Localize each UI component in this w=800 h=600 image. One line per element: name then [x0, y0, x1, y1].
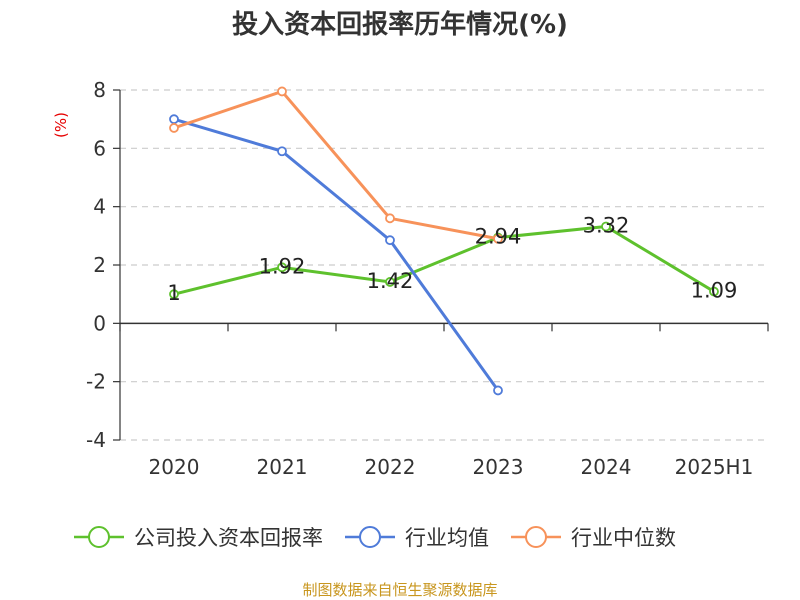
series-2: [169, 86, 503, 244]
data-point: [493, 233, 503, 244]
y-tick-label: 0: [93, 311, 106, 335]
legend-item-0: 公司投入资本回报率: [74, 526, 323, 550]
y-tick-label: -2: [86, 370, 106, 394]
data-point: [493, 385, 503, 396]
legend-marker: [359, 526, 381, 548]
y-tick-label: 2: [93, 253, 106, 277]
legend-marker: [525, 526, 547, 548]
axes: 8 6 4 2 0 -2 -4 2020 2021 2022 2023 2024 2025H1: [86, 78, 769, 479]
series-group: [169, 86, 719, 396]
x-tick-label: 2023: [473, 455, 524, 479]
legend-label: 行业中位数: [571, 526, 676, 550]
legend-item-1: 行业均值: [345, 526, 489, 550]
y-axis-unit: (%): [52, 112, 70, 138]
legend-marker: [88, 526, 110, 548]
data-point: [601, 221, 611, 232]
series-line: [173, 89, 499, 241]
series-line: [173, 225, 715, 296]
y-tick-label: 4: [93, 195, 106, 219]
series-1: [169, 114, 503, 396]
data-label: 1.92: [259, 254, 306, 278]
data-point: [169, 289, 179, 300]
data-point: [277, 262, 287, 273]
y-tick-label: -4: [86, 428, 106, 452]
legend-label: 公司投入资本回报率: [134, 526, 323, 550]
legend-label: 行业均值: [405, 526, 489, 550]
data-label: 1.09: [691, 279, 738, 303]
data-point: [169, 123, 179, 133]
data-label: 2.94: [475, 225, 522, 249]
chart-title: 投入资本回报率历年情况(%): [232, 9, 568, 40]
data-labels: 1 1.92 1.42 2.94 3.32 1.09: [167, 214, 737, 306]
data-point: [277, 86, 287, 97]
data-label: 3.32: [583, 214, 630, 238]
data-point: [709, 286, 719, 297]
x-tick-label: 2022: [365, 455, 416, 479]
source-note: 制图数据来自恒生聚源数据库: [302, 581, 497, 599]
data-point: [385, 213, 395, 224]
data-label: 1: [167, 281, 180, 305]
series-0: [169, 221, 719, 300]
legend: 公司投入资本回报率 行业均值 行业中位数: [74, 526, 676, 550]
legend-item-2: 行业中位数: [511, 526, 676, 550]
x-tick-label: 2021: [257, 455, 308, 479]
data-point: [385, 277, 395, 287]
x-tick-label: 2024: [581, 455, 632, 479]
data-point: [385, 235, 395, 246]
y-tick-label: 8: [93, 78, 106, 102]
data-point: [277, 146, 287, 157]
x-tick-label: 2025H1: [675, 455, 754, 479]
grid-lines: [120, 89, 768, 441]
y-tick-label: 6: [93, 136, 106, 160]
x-tick-label: 2020: [149, 455, 200, 479]
data-label: 1.42: [367, 269, 414, 293]
series-line: [173, 117, 500, 392]
data-point: [169, 114, 179, 125]
